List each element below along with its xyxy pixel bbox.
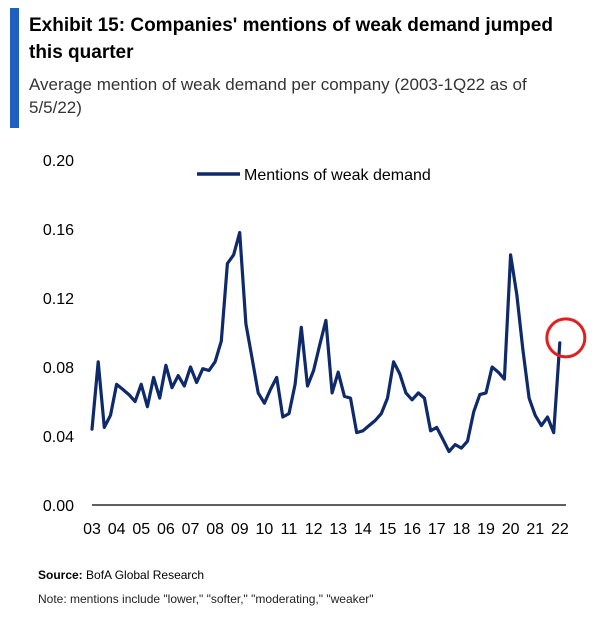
note-line: Note: mentions include "lower," "softer,… bbox=[38, 592, 374, 606]
y-tick-label: 0.00 bbox=[43, 498, 74, 515]
x-tick-label: 15 bbox=[379, 521, 397, 538]
x-tick-label: 17 bbox=[428, 521, 446, 538]
x-tick-label: 06 bbox=[157, 521, 175, 538]
chart-subtitle: Average mention of weak demand per compa… bbox=[29, 75, 527, 117]
x-tick-label: 22 bbox=[551, 521, 569, 538]
highlight-circle bbox=[545, 317, 587, 359]
x-tick-label: 12 bbox=[305, 521, 323, 538]
x-tick-label: 05 bbox=[132, 521, 150, 538]
y-tick-label: 0.08 bbox=[43, 360, 74, 377]
x-tick-label: 18 bbox=[452, 521, 470, 538]
legend-label: Mentions of weak demand bbox=[244, 167, 431, 184]
accent-bar bbox=[10, 8, 19, 128]
y-tick-label: 0.20 bbox=[43, 153, 74, 170]
y-tick-label: 0.04 bbox=[43, 429, 74, 446]
series-line-weak-demand bbox=[90, 230, 562, 454]
x-tick-label: 08 bbox=[206, 521, 224, 538]
source-label: Source: bbox=[38, 568, 83, 582]
source-line: Source: BofA Global Research bbox=[38, 568, 204, 582]
x-tick-label: 21 bbox=[526, 521, 544, 538]
x-tick-label: 11 bbox=[281, 521, 298, 538]
x-tick-label: 16 bbox=[403, 521, 421, 538]
x-tick-label: 19 bbox=[477, 521, 495, 538]
x-tick-label: 09 bbox=[231, 521, 249, 538]
x-tick-label: 20 bbox=[502, 521, 520, 538]
x-tick-label: 10 bbox=[255, 521, 273, 538]
x-tick-label: 14 bbox=[354, 521, 372, 538]
chart-title: Exhibit 15: Companies' mentions of weak … bbox=[29, 15, 553, 63]
x-tick-label: 03 bbox=[83, 521, 101, 538]
line-chart: 0.00 0.04 0.08 0.12 0.16 0.20 03 04 05 06 07 08 09 10… bbox=[43, 153, 587, 538]
x-tick-label: 04 bbox=[108, 521, 126, 538]
source-text: BofA Global Research bbox=[82, 568, 205, 582]
y-tick-label: 0.16 bbox=[43, 222, 74, 239]
x-tick-label: 13 bbox=[329, 521, 347, 538]
y-tick-label: 0.12 bbox=[43, 291, 74, 308]
x-tick-label: 07 bbox=[182, 521, 200, 538]
